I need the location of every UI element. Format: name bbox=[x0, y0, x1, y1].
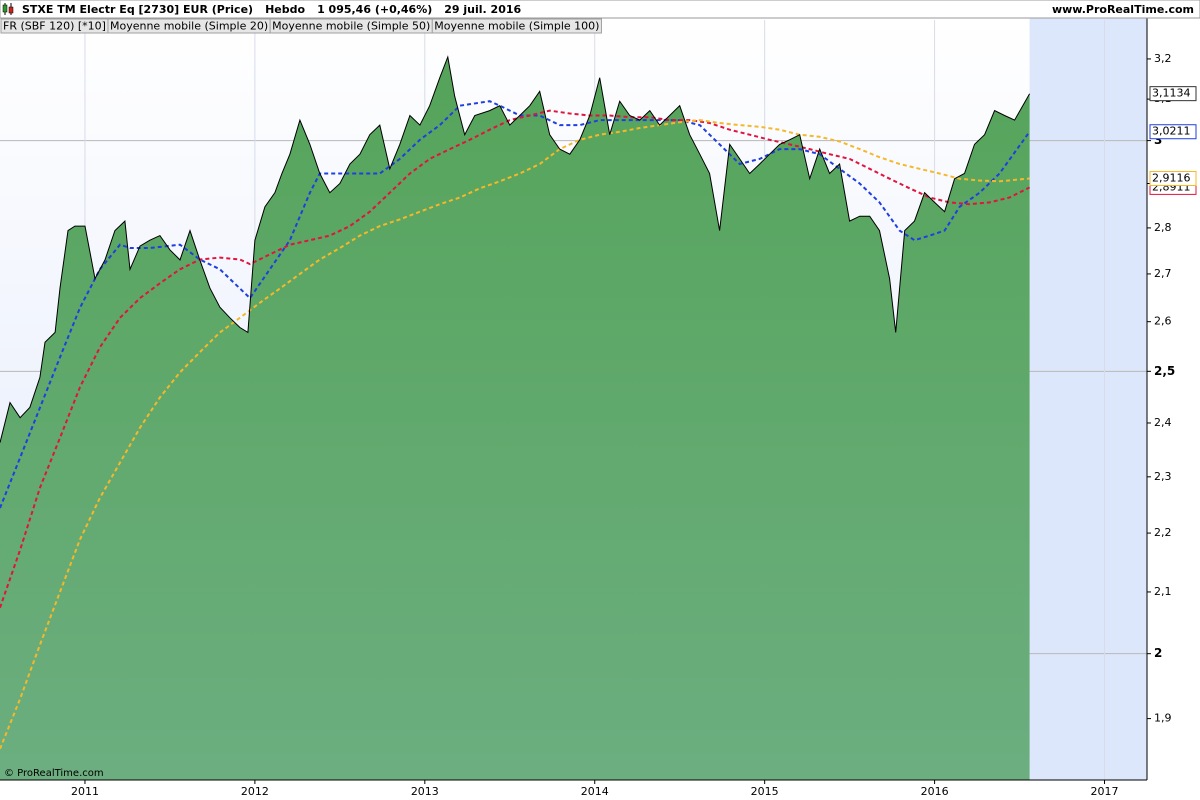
end-label: 3,1134 bbox=[1149, 86, 1197, 102]
end-label-box bbox=[1149, 170, 1197, 186]
end-label-box bbox=[1149, 124, 1197, 140]
header-icon bbox=[2, 3, 14, 15]
y-tick-label: 2,2 bbox=[1154, 526, 1172, 539]
x-tick-label: 2015 bbox=[751, 785, 779, 798]
y-tick-label: 2,4 bbox=[1154, 416, 1172, 429]
chart-title: STXE TM Electr Eq [2730] EUR (Price) bbox=[22, 3, 253, 16]
y-tick-label: 2,8 bbox=[1154, 221, 1172, 234]
moving-average bbox=[0, 109, 1031, 609]
end-label-text: 2,9116 bbox=[1152, 171, 1191, 184]
data-layer bbox=[0, 55, 1031, 780]
legend-item: FR (SBF 120) [*10] bbox=[0, 18, 109, 34]
legend: FR (SBF 120) [*10] Moyenne mobile (Simple… bbox=[0, 18, 602, 34]
legend-label: Moyenne mobile (Simple 50) bbox=[272, 20, 430, 33]
y-tick-label: 2,7 bbox=[1154, 267, 1172, 280]
site: www.ProRealTime.com bbox=[1052, 3, 1194, 16]
legend-item: Moyenne mobile (Simple 20) bbox=[107, 18, 271, 34]
axis-layer: 3,23,132,92,82,72,62,52,42,32,22,121,920… bbox=[0, 18, 1197, 798]
watermark: © ProRealTime.com bbox=[4, 768, 104, 779]
legend-label: Moyenne mobile (Simple 100) bbox=[434, 20, 599, 33]
price-area bbox=[0, 57, 1030, 780]
x-tick-label: 2011 bbox=[71, 785, 99, 798]
quote: 1 095,46 (+0,46%) bbox=[317, 3, 432, 16]
y-tick-label: 2 bbox=[1154, 646, 1162, 660]
y-tick-label: 3 bbox=[1154, 133, 1162, 147]
end-label: 2,9116 bbox=[1149, 170, 1197, 186]
future-region bbox=[1029, 18, 1147, 780]
legend-item: Moyenne mobile (Simple 100) bbox=[431, 18, 602, 34]
moving-average bbox=[0, 119, 1030, 750]
legend-box bbox=[431, 18, 602, 34]
y-tick-label: 3,2 bbox=[1154, 52, 1172, 65]
date: 29 juil. 2016 bbox=[444, 3, 521, 16]
end-label-box bbox=[1149, 86, 1197, 102]
end-label-text: 3,0211 bbox=[1152, 125, 1191, 138]
period: Hebdo bbox=[265, 3, 305, 16]
price-line bbox=[0, 55, 1031, 443]
x-tick-label: 2016 bbox=[921, 785, 949, 798]
header-bar bbox=[0, 0, 1200, 19]
moving-average bbox=[0, 100, 1031, 509]
end-label-text: 3,1134 bbox=[1152, 87, 1191, 100]
y-tick-label: 2,6 bbox=[1154, 315, 1172, 328]
y-tick-label: 2,1 bbox=[1154, 585, 1172, 598]
y-tick-label: 2,5 bbox=[1154, 364, 1175, 378]
legend-label: Moyenne mobile (Simple 20) bbox=[110, 20, 268, 33]
x-tick-label: 2012 bbox=[241, 785, 269, 798]
x-tick-label: 2014 bbox=[581, 785, 609, 798]
legend-label: FR (SBF 120) [*10] bbox=[3, 20, 106, 33]
y-tick-label: 2,3 bbox=[1154, 470, 1172, 483]
x-tick-label: 2013 bbox=[411, 785, 439, 798]
x-tick-label: 2017 bbox=[1091, 785, 1119, 798]
end-label: 3,0211 bbox=[1149, 124, 1197, 140]
legend-item: Moyenne mobile (Simple 50) bbox=[269, 18, 433, 34]
y-tick-label: 1,9 bbox=[1154, 712, 1172, 725]
